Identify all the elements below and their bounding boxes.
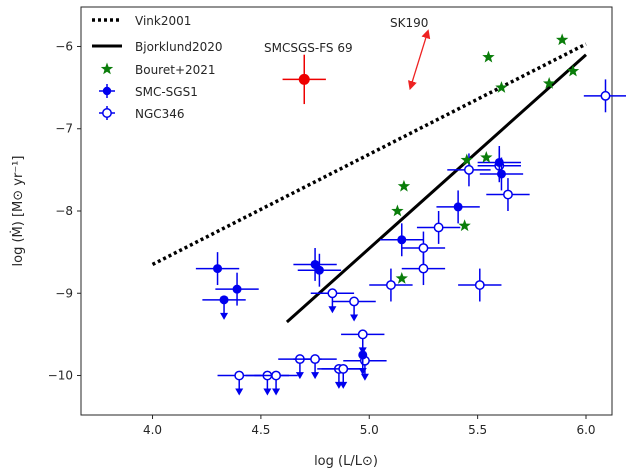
smc-sgs1-point — [232, 284, 242, 294]
smc-sgs1-point — [314, 265, 324, 275]
upper-limit-arrowhead — [339, 381, 348, 389]
y-tick-label: −8 — [55, 204, 73, 218]
y-tick-label: −10 — [48, 369, 73, 383]
legend-bjorklund-label: Bjorklund2020 — [135, 40, 223, 54]
upper-limit-arrowhead — [272, 388, 281, 396]
ngc346-point — [338, 363, 349, 374]
special-point — [298, 73, 310, 85]
bouret-star — [482, 50, 495, 63]
bouret-star — [566, 64, 580, 77]
ngc346-point — [310, 354, 321, 365]
ngc346-point — [385, 280, 396, 290]
bouret-star — [458, 219, 471, 232]
ngc346-point — [418, 243, 429, 253]
ngc346-point — [234, 370, 245, 381]
smc-sgs1-point — [453, 202, 463, 212]
legend: Vink2001 Bjorklund2020 Bouret+2021 SMC-S… — [92, 14, 223, 121]
sk190-arrow — [408, 29, 431, 91]
upper-limit-arrowhead — [358, 367, 367, 375]
x-axis-label: log (L/L⊙) — [314, 454, 378, 469]
upper-limit-arrowhead — [295, 372, 304, 380]
sk190-label: SK190 — [390, 16, 428, 30]
model-lines — [151, 42, 587, 324]
y-tick-label: −7 — [55, 122, 73, 136]
x-tick-label: 5.5 — [468, 423, 487, 437]
legend-vink-label: Vink2001 — [135, 14, 191, 28]
bouret-star — [395, 271, 408, 284]
smc-sgs1-point — [496, 169, 506, 179]
ngc346-point — [327, 288, 338, 299]
bouret-star — [555, 33, 569, 46]
legend-bouret-label: Bouret+2021 — [135, 63, 216, 77]
upper-limit-arrowhead — [350, 314, 359, 322]
bouret-star — [542, 77, 556, 89]
ngc346-point — [418, 263, 429, 274]
upper-limit-arrowhead — [263, 388, 272, 396]
legend-ngc-label: NGC346 — [135, 107, 185, 121]
upper-limit-arrowhead — [311, 372, 320, 380]
special-point-label: SMCSGS-FS 69 — [264, 41, 353, 55]
data-points — [195, 29, 626, 396]
bouret-star — [397, 179, 411, 192]
upper-limit-arrowhead — [235, 388, 244, 396]
smc-sgs1-point — [213, 264, 223, 274]
upper-limit-arrowhead — [220, 312, 229, 320]
upper-limit-arrowhead — [328, 306, 337, 314]
ngc346-point — [357, 329, 368, 340]
bouret-star — [391, 204, 404, 217]
smc-sgs1-point — [219, 295, 229, 305]
y-tick-label: −6 — [55, 39, 73, 53]
smc-sgs1-point — [397, 235, 407, 245]
x-tick-label: 4.5 — [251, 423, 270, 437]
y-axis-label: log (Ṁ) [M⊙ yr⁻¹] — [10, 156, 26, 267]
x-tick-label: 6.0 — [576, 423, 595, 437]
smc-sgs1-point — [494, 157, 504, 167]
axis-ticks: 4.0 4.5 5.0 5.5 6.0 −6 −7 −8 −9 −10 — [48, 39, 596, 437]
bouret-star — [495, 81, 508, 93]
ngc346-point — [271, 370, 282, 381]
ngc346-point — [503, 189, 513, 200]
ngc346-point — [474, 280, 485, 290]
legend-ngc-swatch — [99, 106, 115, 120]
bouret-star — [480, 151, 493, 163]
ngc346-point — [464, 164, 474, 175]
legend-bouret-star — [100, 62, 114, 75]
legend-smc-label: SMC-SGS1 — [135, 85, 198, 99]
x-tick-label: 5.0 — [360, 423, 379, 437]
x-tick-label: 4.0 — [143, 423, 162, 437]
legend-smc-swatch — [99, 84, 115, 98]
smc-sgs1-point — [358, 350, 368, 360]
upper-limit-arrowhead — [360, 373, 369, 381]
bouret-star — [460, 153, 473, 166]
ngc346-point — [600, 90, 611, 101]
bjorklund2020-line — [285, 53, 587, 324]
ngc346-point — [349, 296, 360, 307]
y-tick-label: −9 — [55, 286, 73, 300]
ngc346-point — [433, 222, 444, 233]
